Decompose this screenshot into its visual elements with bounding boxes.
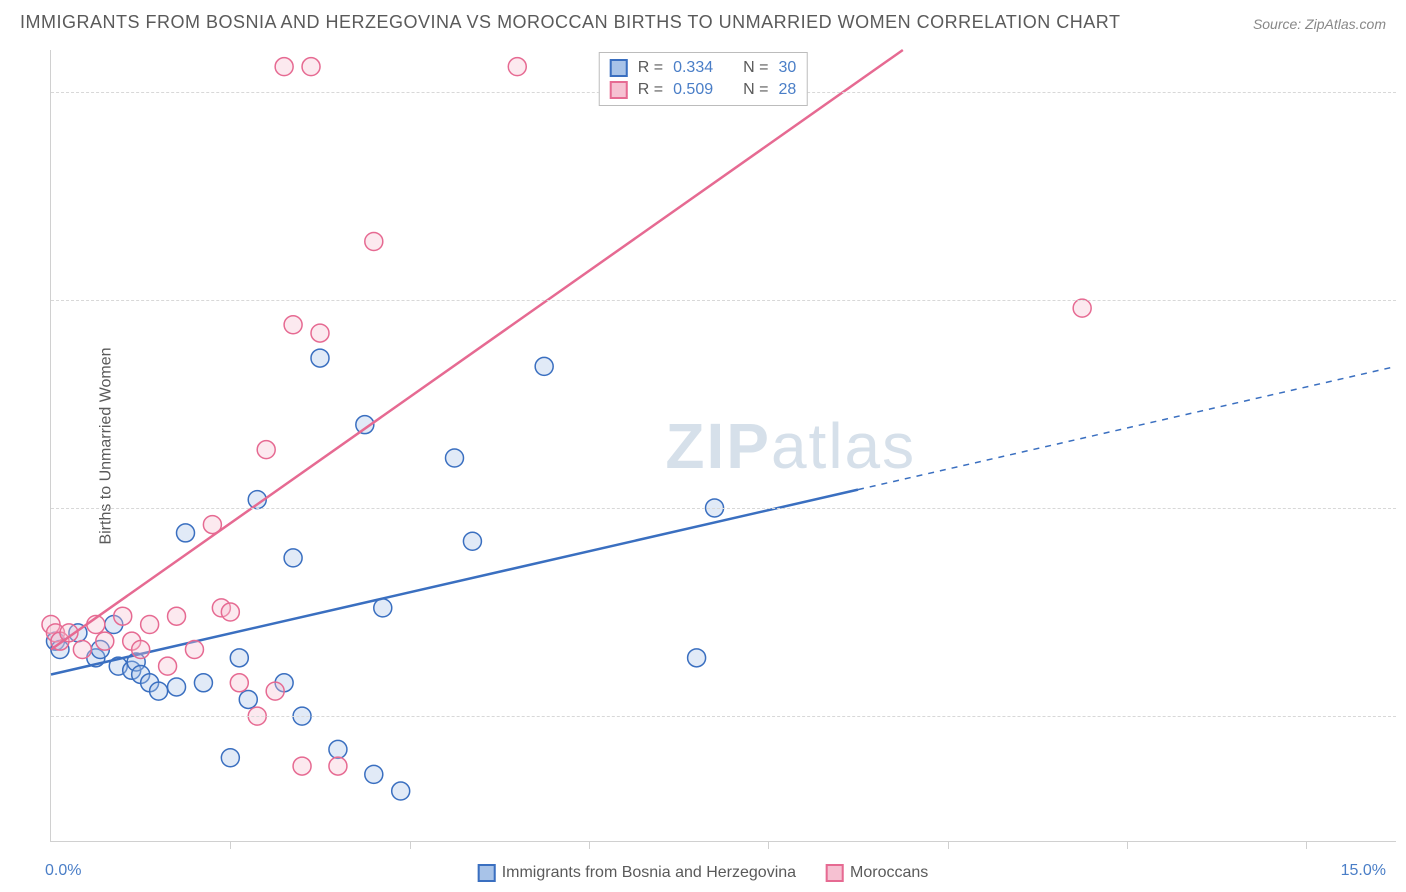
stat-n-value: 28	[778, 81, 796, 99]
stat-n-label: N =	[743, 59, 768, 77]
scatter-point	[284, 549, 302, 567]
scatter-svg	[51, 50, 1396, 841]
x-axis-min-label: 0.0%	[45, 862, 81, 880]
gridline-horizontal	[51, 300, 1396, 301]
scatter-point	[374, 599, 392, 617]
scatter-point	[73, 640, 91, 658]
scatter-point	[150, 682, 168, 700]
scatter-point	[141, 616, 159, 634]
legend-label: Immigrants from Bosnia and Herzegovina	[502, 864, 796, 882]
x-tick	[410, 841, 411, 849]
stat-r-value: 0.334	[673, 59, 713, 77]
stat-r-label: R =	[638, 59, 663, 77]
legend-swatch-icon	[610, 59, 628, 77]
scatter-point	[275, 58, 293, 76]
stat-r-label: R =	[638, 81, 663, 99]
stats-legend-box: R = 0.334 N = 30 R = 0.509 N = 28	[599, 52, 808, 106]
scatter-point	[302, 58, 320, 76]
scatter-point	[194, 674, 212, 692]
scatter-point	[1073, 299, 1091, 317]
scatter-point	[508, 58, 526, 76]
trend-line	[51, 490, 858, 675]
scatter-point	[132, 640, 150, 658]
source-attribution: Source: ZipAtlas.com	[1253, 16, 1386, 32]
trend-line	[51, 50, 903, 649]
chart-plot-area: ZIPatlas 25.0%50.0%75.0%100.0%	[50, 50, 1396, 842]
scatter-point	[159, 657, 177, 675]
scatter-point	[311, 349, 329, 367]
legend-label: Moroccans	[850, 864, 928, 882]
scatter-point	[392, 782, 410, 800]
scatter-point	[266, 682, 284, 700]
scatter-point	[293, 757, 311, 775]
x-tick	[589, 841, 590, 849]
scatter-point	[168, 678, 186, 696]
scatter-point	[329, 740, 347, 758]
legend-item: Moroccans	[826, 864, 928, 882]
legend-swatch-icon	[610, 81, 628, 99]
chart-title: IMMIGRANTS FROM BOSNIA AND HERZEGOVINA V…	[20, 12, 1120, 33]
stat-n-value: 30	[778, 59, 796, 77]
bottom-legend: Immigrants from Bosnia and Herzegovina Mo…	[478, 864, 929, 882]
gridline-horizontal	[51, 716, 1396, 717]
x-tick	[1127, 841, 1128, 849]
scatter-point	[185, 640, 203, 658]
scatter-point	[168, 607, 186, 625]
scatter-point	[257, 441, 275, 459]
scatter-point	[239, 690, 257, 708]
x-tick	[1306, 841, 1307, 849]
scatter-point	[221, 749, 239, 767]
scatter-point	[230, 649, 248, 667]
scatter-point	[365, 233, 383, 251]
gridline-horizontal	[51, 508, 1396, 509]
scatter-point	[535, 357, 553, 375]
scatter-point	[311, 324, 329, 342]
stat-n-label: N =	[743, 81, 768, 99]
x-tick	[948, 841, 949, 849]
scatter-point	[688, 649, 706, 667]
legend-swatch-icon	[478, 864, 496, 882]
scatter-point	[230, 674, 248, 692]
scatter-point	[365, 765, 383, 783]
scatter-point	[446, 449, 464, 467]
scatter-point	[284, 316, 302, 334]
scatter-point	[177, 524, 195, 542]
x-tick	[768, 841, 769, 849]
scatter-point	[114, 607, 132, 625]
trend-line-dashed	[858, 366, 1396, 489]
scatter-point	[463, 532, 481, 550]
legend-swatch-icon	[826, 864, 844, 882]
stat-r-value: 0.509	[673, 81, 713, 99]
x-tick	[230, 841, 231, 849]
legend-item: Immigrants from Bosnia and Herzegovina	[478, 864, 796, 882]
scatter-point	[329, 757, 347, 775]
x-axis-max-label: 15.0%	[1341, 862, 1386, 880]
stats-row: R = 0.334 N = 30	[610, 57, 797, 79]
scatter-point	[96, 632, 114, 650]
scatter-point	[221, 603, 239, 621]
stats-row: R = 0.509 N = 28	[610, 79, 797, 101]
